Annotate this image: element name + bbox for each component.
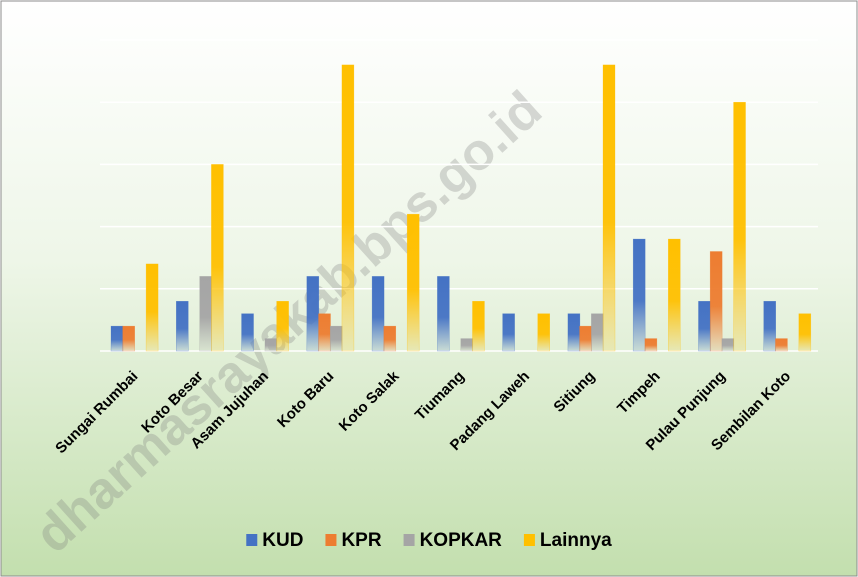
- bar: [721, 338, 735, 352]
- bar: [110, 325, 124, 352]
- bar: [644, 338, 658, 352]
- bar: [602, 64, 616, 352]
- bar: [329, 325, 343, 352]
- legend-label: KUD: [262, 530, 303, 551]
- legend-label: Lainnya: [540, 530, 612, 551]
- legend-item: KUD: [246, 530, 303, 551]
- bar: [763, 300, 776, 352]
- legend: KUD KPR KOPKAR Lainnya: [246, 530, 612, 551]
- legend-item: Lainnya: [523, 530, 612, 551]
- bar: [199, 276, 212, 352]
- bar: [341, 64, 355, 352]
- bar: [122, 325, 135, 352]
- bar: [537, 313, 550, 352]
- legend-item: KPR: [325, 530, 382, 551]
- legend-label: KOPKAR: [420, 530, 503, 551]
- bar: [591, 313, 604, 352]
- legend-swatch: [523, 534, 535, 546]
- bar: [276, 300, 289, 352]
- legend-item: KOPKAR: [403, 530, 503, 551]
- bar: [383, 325, 397, 352]
- legend-swatch: [246, 534, 258, 546]
- bar: [406, 213, 420, 352]
- bar: [579, 325, 592, 352]
- bar: [632, 238, 646, 352]
- bar: [241, 313, 254, 352]
- bar: [798, 313, 812, 352]
- bar: [733, 101, 746, 352]
- bar: [318, 313, 331, 352]
- bar: [211, 164, 224, 352]
- bar: [709, 251, 723, 352]
- bar: [567, 313, 581, 352]
- legend-swatch: [403, 534, 415, 546]
- bar: [668, 238, 681, 352]
- bar: [472, 300, 485, 352]
- bar: [145, 263, 159, 352]
- bar: [437, 276, 450, 352]
- legend-swatch: [325, 534, 337, 546]
- bar: [698, 300, 711, 352]
- bar: [306, 276, 320, 352]
- legend-label: KPR: [341, 530, 381, 551]
- bar: [176, 300, 189, 352]
- bar: [502, 313, 515, 352]
- bar: [460, 338, 474, 352]
- bar: [775, 338, 788, 352]
- bar: [264, 338, 278, 352]
- bar: [371, 276, 385, 352]
